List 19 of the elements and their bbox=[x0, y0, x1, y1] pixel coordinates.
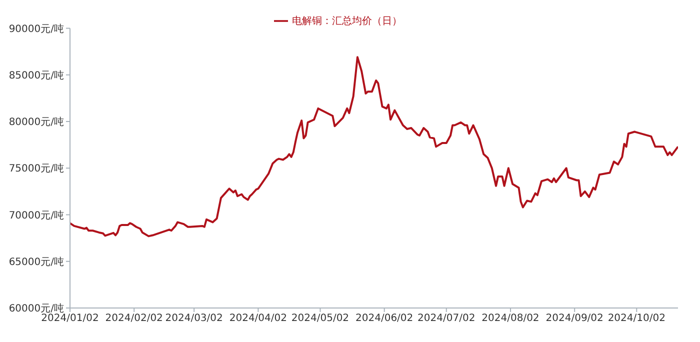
y-tick-label: 90000元/吨 bbox=[8, 22, 64, 35]
x-tick-label: 2024/08/02 bbox=[482, 313, 540, 324]
y-tick-label: 80000元/吨 bbox=[8, 116, 64, 128]
y-tick-label: 60000元/吨 bbox=[8, 302, 64, 315]
line-series bbox=[70, 56, 678, 238]
x-tick-label: 2024/03/02 bbox=[165, 313, 223, 324]
y-tick-label: 75000元/吨 bbox=[8, 162, 64, 175]
x-tick-label: 2024/09/02 bbox=[546, 313, 604, 324]
y-tick-label: 70000元/吨 bbox=[8, 209, 64, 222]
x-tick-label: 2024/02/02 bbox=[105, 313, 163, 324]
x-tick-label: 2024/07/02 bbox=[418, 313, 476, 324]
y-tick-label: 65000元/吨 bbox=[8, 256, 64, 268]
legend-label: 电解铜：汇总均价（日） bbox=[292, 16, 402, 27]
x-tick-label: 2024/05/02 bbox=[291, 313, 350, 324]
x-tick-label: 2024/10/02 bbox=[608, 313, 666, 324]
x-tick-label: 2024/01/02 bbox=[41, 313, 99, 324]
y-tick-label: 85000元/吨 bbox=[8, 69, 64, 82]
x-tick-label: 2024/06/02 bbox=[356, 313, 414, 324]
x-tick-label: 2024/04/02 bbox=[229, 313, 288, 324]
